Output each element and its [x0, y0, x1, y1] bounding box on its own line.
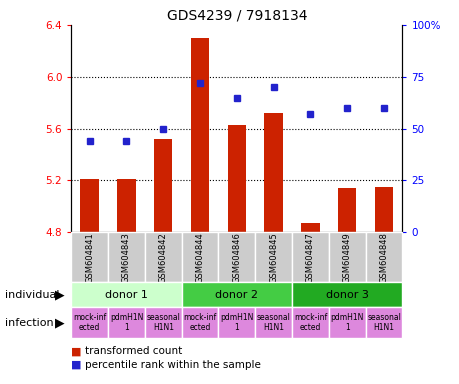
- Text: donor 1: donor 1: [105, 290, 148, 300]
- Text: GSM604847: GSM604847: [305, 232, 314, 283]
- Text: donor 2: donor 2: [215, 290, 258, 300]
- Text: pdmH1N
1: pdmH1N 1: [110, 313, 143, 332]
- Bar: [71, 307, 108, 338]
- Bar: [365, 307, 402, 338]
- Bar: [181, 232, 218, 282]
- Text: ▶: ▶: [55, 288, 64, 301]
- Bar: [227, 125, 246, 232]
- Text: pdmH1N
1: pdmH1N 1: [220, 313, 253, 332]
- Bar: [291, 307, 328, 338]
- Text: individual: individual: [5, 290, 59, 300]
- Text: GSM604841: GSM604841: [85, 232, 94, 283]
- Text: mock-inf
ected: mock-inf ected: [73, 313, 106, 332]
- Bar: [374, 187, 392, 232]
- Bar: [337, 188, 356, 232]
- Bar: [117, 179, 135, 232]
- Text: percentile rank within the sample: percentile rank within the sample: [85, 360, 260, 370]
- Text: GSM604843: GSM604843: [122, 232, 131, 283]
- Bar: [145, 232, 181, 282]
- Bar: [108, 232, 145, 282]
- Text: infection: infection: [5, 318, 53, 328]
- Bar: [181, 307, 218, 338]
- Bar: [365, 232, 402, 282]
- Bar: [328, 307, 365, 338]
- Text: ■: ■: [71, 360, 82, 370]
- Title: GDS4239 / 7918134: GDS4239 / 7918134: [166, 8, 307, 22]
- Text: ▶: ▶: [55, 316, 64, 329]
- Text: GSM604845: GSM604845: [269, 232, 278, 283]
- Text: seasonal
H1N1: seasonal H1N1: [146, 313, 180, 332]
- Bar: [71, 282, 181, 307]
- Text: mock-inf
ected: mock-inf ected: [293, 313, 326, 332]
- Bar: [301, 223, 319, 232]
- Bar: [190, 38, 209, 232]
- Bar: [328, 232, 365, 282]
- Bar: [255, 307, 291, 338]
- Bar: [291, 282, 402, 307]
- Text: mock-inf
ected: mock-inf ected: [183, 313, 216, 332]
- Text: GSM604846: GSM604846: [232, 232, 241, 283]
- Text: GSM604848: GSM604848: [379, 232, 388, 283]
- Text: GSM604842: GSM604842: [158, 232, 168, 283]
- Bar: [264, 113, 282, 232]
- Text: ■: ■: [71, 346, 82, 356]
- Text: transformed count: transformed count: [85, 346, 182, 356]
- Text: donor 3: donor 3: [325, 290, 368, 300]
- Text: GSM604849: GSM604849: [342, 232, 351, 283]
- Text: pdmH1N
1: pdmH1N 1: [330, 313, 363, 332]
- Bar: [145, 307, 181, 338]
- Bar: [291, 232, 328, 282]
- Text: seasonal
H1N1: seasonal H1N1: [366, 313, 400, 332]
- Text: seasonal
H1N1: seasonal H1N1: [256, 313, 290, 332]
- Bar: [181, 282, 291, 307]
- Bar: [154, 139, 172, 232]
- Bar: [80, 179, 99, 232]
- Bar: [255, 232, 291, 282]
- Bar: [218, 307, 255, 338]
- Text: GSM604844: GSM604844: [195, 232, 204, 283]
- Bar: [218, 232, 255, 282]
- Bar: [71, 232, 108, 282]
- Bar: [108, 307, 145, 338]
